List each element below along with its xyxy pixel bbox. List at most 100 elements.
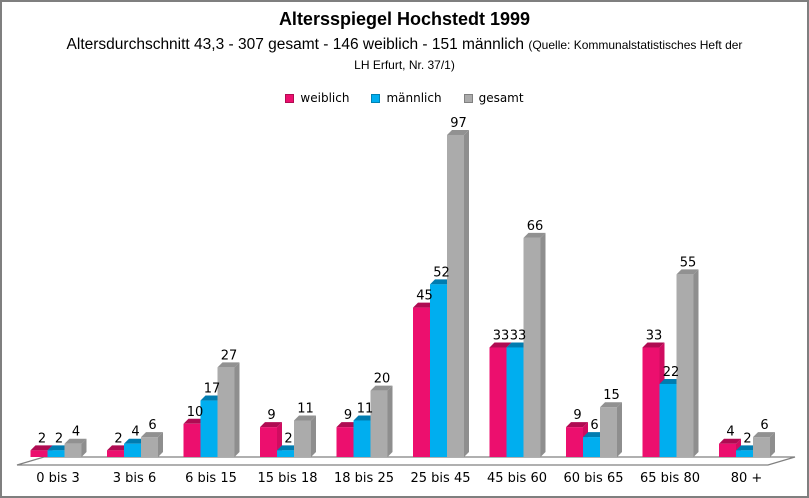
bar-gesamt-4 — [370, 390, 388, 457]
bar-weiblich-1 — [107, 450, 124, 457]
bar-weiblich-6 — [489, 347, 507, 457]
value-label-mnnlich-0: 2 — [55, 431, 63, 446]
legend-item-maennlich: männlich — [371, 91, 442, 105]
category-label-2: 6 bis 15 — [185, 471, 237, 486]
category-label-0: 0 bis 3 — [36, 471, 79, 486]
value-label-gesamt-1: 6 — [148, 418, 156, 433]
value-label-gesamt-0: 4 — [72, 425, 80, 440]
value-label-mnnlich-1: 4 — [131, 425, 139, 440]
bar-weiblich-5 — [413, 307, 430, 457]
chart-floor — [16, 456, 796, 466]
bar-top-gesamt-1 — [141, 432, 163, 438]
legend-swatch-gesamt-icon — [463, 93, 473, 103]
bar-weiblich-8 — [642, 347, 660, 457]
category-label-8: 65 bis 80 — [640, 471, 700, 486]
chart-subtitle-main: Altersdurchschnitt 43,3 - 307 gesamt - 1… — [66, 36, 529, 53]
value-label-weiblich-3: 9 — [267, 408, 275, 423]
bar-side-gesamt-8 — [693, 269, 699, 457]
legend-swatch-maennlich-icon — [371, 93, 381, 103]
bar-top-gesamt-0 — [64, 438, 87, 444]
value-label-mnnlich-5: 52 — [433, 265, 450, 280]
value-label-gesamt-8: 55 — [680, 255, 697, 270]
bar-mnnlich-2 — [200, 400, 218, 457]
category-label-5: 25 bis 45 — [411, 471, 471, 486]
bar-mnnlich-4 — [353, 420, 371, 457]
bar-gesamt-0 — [64, 443, 82, 457]
value-label-weiblich-7: 9 — [573, 408, 581, 423]
value-label-mnnlich-6: 33 — [510, 328, 527, 343]
bar-mnnlich-3 — [277, 450, 294, 457]
value-label-gesamt-4: 20 — [374, 372, 391, 387]
bar-gesamt-3 — [294, 420, 311, 457]
bar-weiblich-7 — [566, 427, 583, 457]
bar-top-weiblich-4 — [336, 422, 359, 428]
category-label-4: 18 bis 25 — [334, 471, 394, 486]
bar-top-weiblich-2 — [183, 418, 206, 424]
bar-top-gesamt-5 — [447, 129, 469, 135]
bar-top-gesamt-6 — [523, 232, 546, 238]
bar-side-gesamt-6 — [540, 232, 546, 457]
bar-top-gesamt-4 — [370, 385, 393, 391]
bar-gesamt-2 — [217, 367, 235, 457]
bar-gesamt-7 — [600, 407, 617, 457]
bar-top-gesamt-9 — [753, 432, 775, 438]
bar-gesamt-1 — [141, 437, 158, 457]
bar-side-gesamt-0 — [81, 438, 87, 457]
value-label-mnnlich-2: 17 — [204, 382, 221, 397]
value-label-gesamt-5: 97 — [450, 116, 467, 131]
bar-weiblich-2 — [183, 423, 201, 457]
bar-top-mnnlich-2 — [200, 395, 223, 401]
bar-top-mnnlich-8 — [659, 378, 682, 384]
bar-weiblich-3 — [260, 427, 277, 457]
bar-side-gesamt-2 — [234, 362, 240, 457]
value-label-mnnlich-3: 2 — [284, 431, 292, 446]
value-label-mnnlich-7: 6 — [590, 418, 598, 433]
bar-top-mnnlich-0 — [47, 445, 70, 451]
value-label-gesamt-7: 15 — [603, 388, 620, 403]
bar-top-gesamt-2 — [217, 362, 240, 368]
legend-label-gesamt: gesamt — [478, 91, 524, 105]
bar-side-gesamt-9 — [770, 432, 775, 457]
bar-gesamt-6 — [523, 237, 541, 457]
legend-item-gesamt: gesamt — [463, 91, 524, 105]
chart-subtitle-source: (Quelle: Kommunalstatistisches Heft der … — [354, 38, 743, 72]
bar-top-gesamt-7 — [600, 402, 622, 408]
value-label-weiblich-4: 9 — [344, 408, 352, 423]
value-label-weiblich-5: 45 — [416, 289, 433, 304]
category-label-6: 45 bis 60 — [487, 471, 547, 486]
value-label-mnnlich-9: 2 — [743, 431, 751, 446]
bar-top-weiblich-6 — [489, 342, 512, 348]
value-label-weiblich-9: 4 — [726, 425, 734, 440]
bar-top-weiblich-8 — [642, 342, 665, 348]
bar-mnnlich-9 — [736, 450, 753, 457]
bar-top-mnnlich-4 — [353, 415, 376, 421]
bar-top-weiblich-5 — [413, 302, 435, 308]
bar-gesamt-8 — [676, 274, 694, 457]
bar-weiblich-9 — [719, 443, 736, 457]
value-label-mnnlich-4: 11 — [357, 401, 374, 416]
chart-legend: weiblich männlich gesamt — [2, 91, 807, 105]
bar-top-gesamt-8 — [676, 269, 699, 275]
legend-item-weiblich: weiblich — [285, 91, 349, 105]
bar-mnnlich-1 — [124, 443, 141, 457]
bar-top-mnnlich-6 — [506, 342, 529, 348]
bar-mnnlich-8 — [659, 383, 677, 457]
category-label-3: 15 bis 18 — [258, 471, 318, 486]
bar-weiblich-0 — [30, 450, 48, 457]
value-label-gesamt-2: 27 — [221, 348, 238, 363]
bar-top-mnnlich-9 — [736, 445, 758, 451]
value-label-gesamt-9: 6 — [760, 418, 768, 433]
category-label-9: 80 + — [731, 471, 763, 486]
bar-top-gesamt-3 — [294, 415, 316, 421]
bar-mnnlich-5 — [430, 284, 447, 457]
bar-side-gesamt-1 — [158, 432, 163, 457]
bar-top-weiblich-7 — [566, 422, 588, 428]
bar-side-gesamt-7 — [617, 402, 622, 457]
bar-top-mnnlich-1 — [124, 438, 146, 444]
chart-subtitle: Altersdurchschnitt 43,3 - 307 gesamt - 1… — [60, 35, 750, 75]
chart-title: Altersspiegel Hochstedt 1999 — [278, 9, 531, 29]
bar-top-weiblich-1 — [107, 445, 129, 451]
value-label-weiblich-1: 2 — [114, 431, 122, 446]
